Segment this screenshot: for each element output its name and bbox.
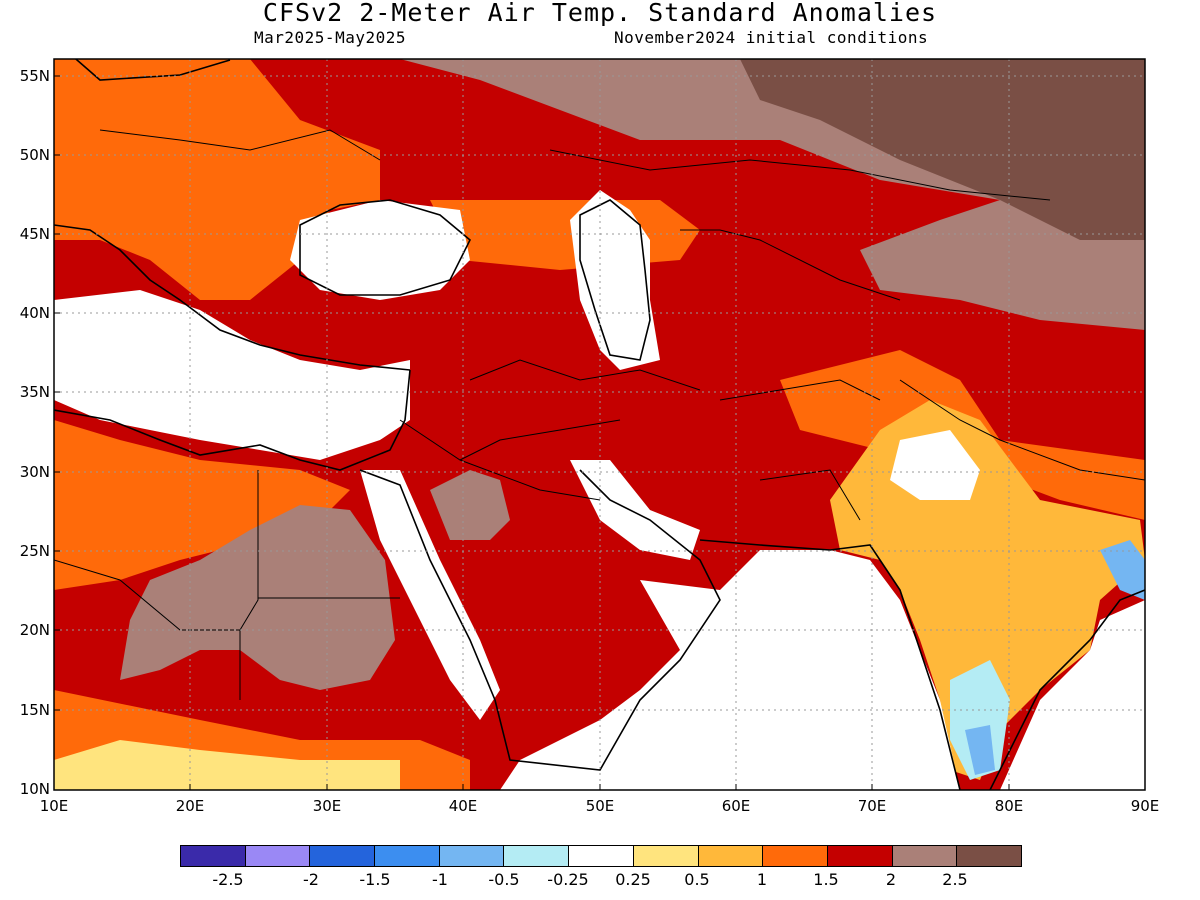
- colorbar-swatch: [375, 846, 440, 866]
- colorbar-label: -0.5: [488, 870, 520, 889]
- country-borders: [54, 129, 1145, 700]
- sea-redsea: [360, 470, 500, 720]
- anomaly-region-darkbrown: [740, 59, 1145, 240]
- colorbar-label: -2: [303, 870, 319, 889]
- colorbar-swatch: [633, 846, 699, 866]
- lat-label: 10N: [19, 780, 50, 798]
- lat-label: 35N: [19, 383, 50, 401]
- anomaly-field: [54, 59, 1145, 790]
- colorbar-swatch: [245, 846, 311, 866]
- sea-arabian: [500, 550, 960, 790]
- anomaly-region-yellow-india: [830, 400, 1145, 780]
- colorbar-label: 2: [885, 870, 897, 889]
- colorbar-label: -2.5: [212, 870, 244, 889]
- colorbar-label: 1.5: [813, 870, 839, 889]
- colorbar-label: 0.5: [684, 870, 710, 889]
- lat-label: 55N: [19, 67, 50, 85]
- lon-label: 50E: [585, 797, 615, 815]
- lat-label: 20N: [19, 621, 50, 639]
- lon-label: 10E: [39, 797, 69, 815]
- lon-label: 30E: [312, 797, 342, 815]
- sea-bengal: [1000, 600, 1145, 790]
- lat-label: 15N: [19, 701, 50, 719]
- anomaly-region-blue-india: [965, 725, 995, 775]
- colorbar-label: -1.5: [359, 870, 391, 889]
- colorbar-swatch: [763, 846, 828, 866]
- lat-label: 45N: [19, 225, 50, 243]
- anomaly-region-yellow-africa: [54, 740, 400, 790]
- colorbar-label: 1: [756, 870, 768, 889]
- lon-label: 90E: [1130, 797, 1160, 815]
- colorbar-swatch: [957, 846, 1021, 866]
- anomaly-region-orange-africa: [54, 420, 350, 590]
- coastlines: [54, 59, 1145, 790]
- colorbar-swatch: [310, 846, 376, 866]
- grid: [54, 59, 1145, 790]
- lon-label: 80E: [994, 797, 1024, 815]
- colorbar-swatch: [439, 846, 505, 866]
- sea-mediterranean: [54, 290, 410, 460]
- lat-label: 25N: [19, 542, 50, 560]
- lat-label: 30N: [19, 463, 50, 481]
- initial-conditions: November2024 initial conditions: [614, 28, 929, 47]
- anomaly-region-white-india: [890, 430, 980, 500]
- anomaly-region-blue-bengal: [1100, 540, 1145, 600]
- colorbar-swatch: [569, 846, 634, 866]
- lon-label: 40E: [448, 797, 478, 815]
- sea-black: [290, 200, 470, 300]
- colorbar-label: 2.5: [942, 870, 968, 889]
- lat-label: 50N: [19, 146, 50, 164]
- colorbar-label: -0.25: [547, 870, 589, 889]
- chart-title: CFSv2 2-Meter Air Temp. Standard Anomali…: [262, 0, 938, 27]
- colorbar: [180, 845, 1022, 867]
- anomaly-region-brown-arabia: [430, 470, 510, 540]
- colorbar-label: 0.25: [615, 870, 651, 889]
- forecast-period: Mar2025-May2025: [254, 28, 406, 47]
- colorbar-swatch: [698, 846, 764, 866]
- colorbar-swatch: [181, 846, 246, 866]
- anomaly-region-orange-caspian: [430, 200, 700, 270]
- colorbar-swatch: [504, 846, 570, 866]
- colorbar-label: -1: [432, 870, 448, 889]
- lon-label: 70E: [857, 797, 887, 815]
- sea-caspian: [570, 190, 660, 370]
- colorbar-swatch: [892, 846, 958, 866]
- lon-label: 20E: [175, 797, 205, 815]
- lat-label: 40N: [19, 304, 50, 322]
- lon-label: 60E: [721, 797, 751, 815]
- axis-ticks: [54, 75, 1010, 790]
- colorbar-swatch: [827, 846, 893, 866]
- anomaly-region-lightblue-india: [950, 660, 1010, 780]
